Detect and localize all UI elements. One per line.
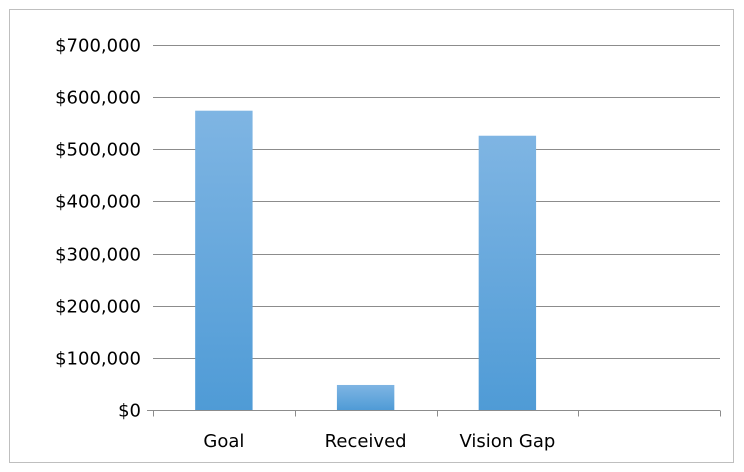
y-tick-label: $500,000 [55,140,141,161]
y-tick-label: $200,000 [55,297,141,318]
axes [147,410,721,417]
y-tick-label: $300,000 [55,245,141,266]
bar-vision-gap [478,135,537,410]
y-tick-label: $700,000 [55,36,141,57]
y-tick-label: $600,000 [55,88,141,109]
x-tick-label: Vision Gap [459,431,555,452]
bar-received [336,384,395,410]
x-tick-label: Goal [203,431,244,452]
y-tick-label: $100,000 [55,349,141,370]
y-tick-label: $0 [118,401,141,422]
y-tick-label: $400,000 [55,192,141,213]
bar-goal [195,110,253,410]
bars [195,110,537,410]
tick-labels: $0 $100,000 $200,000 $300,000 $400,000 $500,0… [55,36,555,453]
x-tick-label: Received [325,431,407,452]
